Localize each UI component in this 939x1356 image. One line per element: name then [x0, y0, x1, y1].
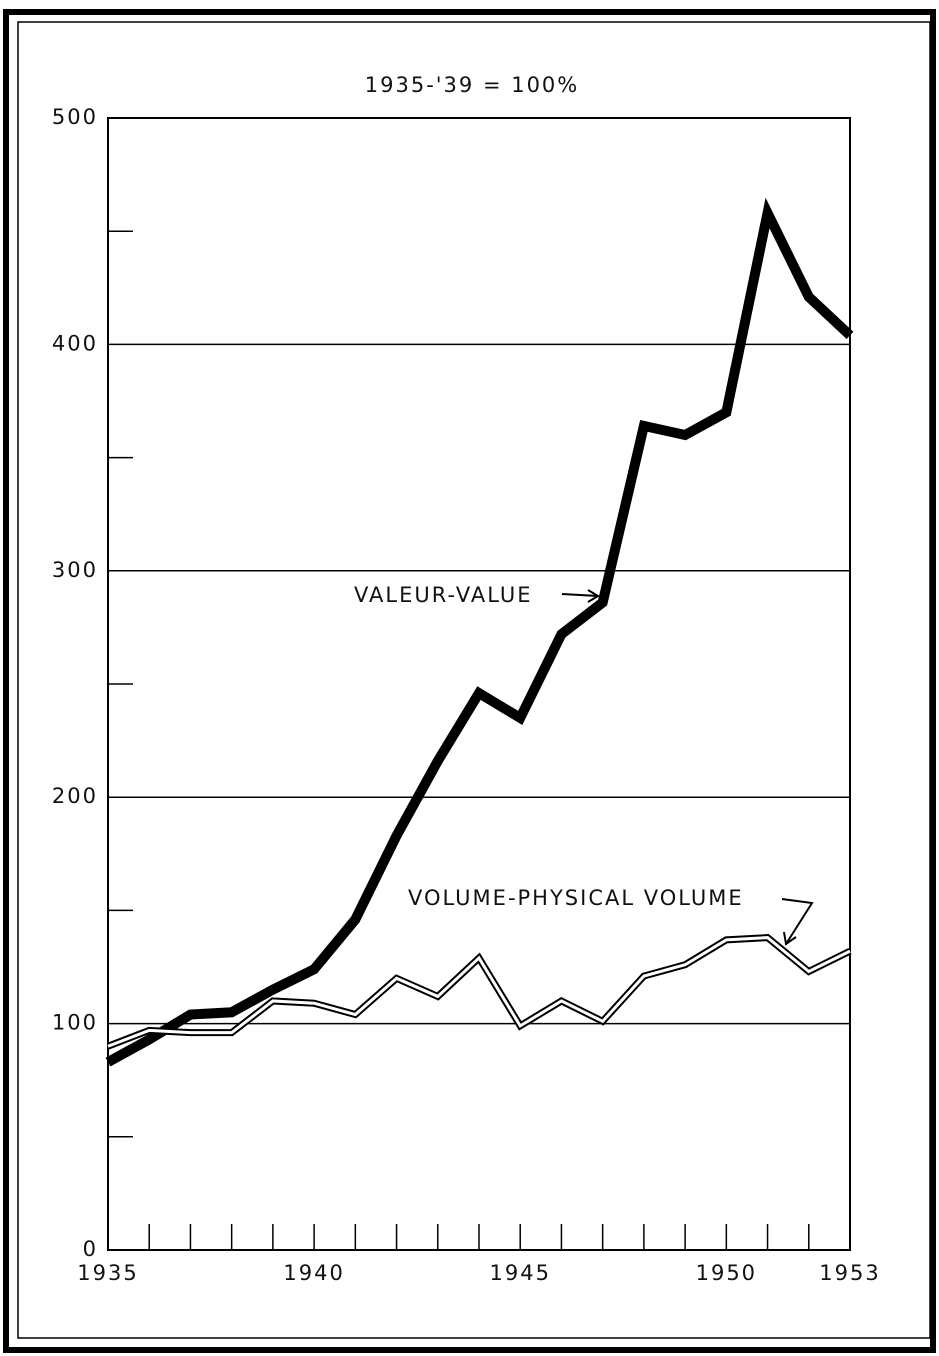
series-label: VOLUME-PHYSICAL VOLUME: [408, 886, 744, 910]
page-border: [3, 9, 936, 1353]
subtitle: 1935-'39 = 100%: [365, 73, 580, 97]
series-line: [105, 197, 854, 1067]
inner-border: [17, 21, 931, 1339]
x-tick-label: 1950: [696, 1261, 757, 1285]
series-label: VALEUR-VALUE: [354, 583, 533, 607]
y-tick-label: 500: [52, 105, 98, 129]
y-tick-label: 300: [52, 558, 98, 582]
y-tick-label: 0: [83, 1237, 98, 1261]
x-tick-label: 1945: [489, 1261, 550, 1285]
label-arrow: [781, 898, 814, 946]
x-tick-label: 1953: [819, 1261, 880, 1285]
x-tick-label: 1940: [283, 1261, 344, 1285]
y-tick-label: 200: [52, 784, 98, 808]
x-tick-label: 1935: [77, 1261, 138, 1285]
label-arrow: [561, 589, 600, 603]
y-tick-label: 400: [52, 331, 98, 355]
y-tick-label: 100: [52, 1011, 98, 1035]
plot-frame: [107, 117, 851, 1251]
series-line-inner: [107, 936, 851, 1048]
series-line: [106, 933, 852, 1050]
